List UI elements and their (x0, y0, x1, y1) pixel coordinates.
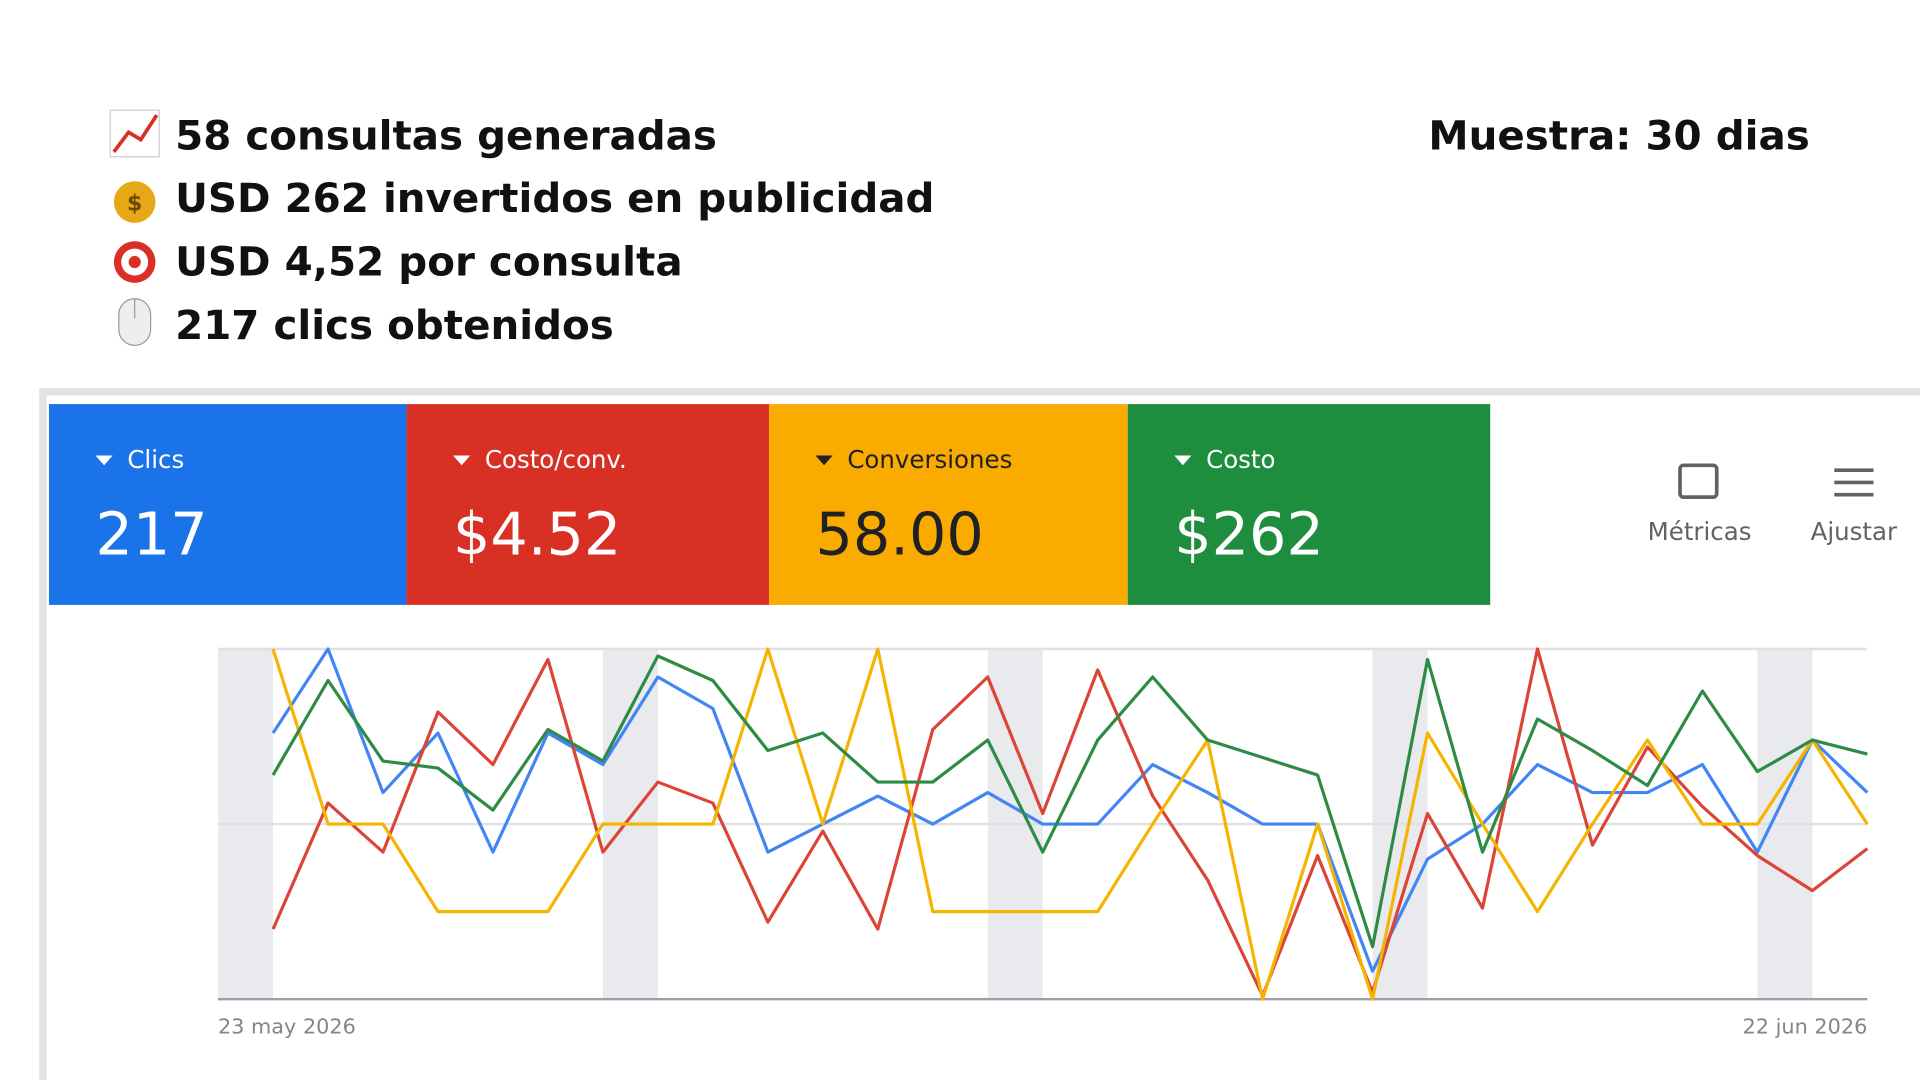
summary-line: 58 consultas generadas (175, 111, 717, 159)
legend-label: Conversiones (847, 445, 1012, 474)
metrics-button[interactable]: Métricas (1648, 517, 1752, 546)
adjust-button[interactable]: Ajustar (1811, 517, 1898, 546)
dropdown-arrow (1174, 455, 1192, 466)
legend-label: Costo (1206, 445, 1275, 474)
dropdown-arrow (815, 455, 833, 466)
scorecard-value: $262 (1174, 500, 1324, 569)
icon-target (113, 241, 156, 283)
toolbar-buttons: Métricas Ajustar (1648, 463, 1898, 546)
summary-line: USD 262 invertidos en publicidad (175, 174, 934, 222)
x-tick-label: 23 may 2026 (218, 1014, 356, 1038)
summary-line: 217 clics obtenidos (175, 301, 614, 349)
scorecard (1127, 404, 1491, 605)
scorecard-value: 58.00 (816, 500, 984, 569)
scorecard (768, 404, 1128, 605)
series-line (271, 647, 1869, 973)
sample: Muestra: 30 dias (1428, 111, 1809, 159)
series-line (271, 647, 1869, 998)
scorecard-value: 217 (96, 500, 208, 569)
scorecard (406, 404, 769, 605)
icon-money: $ (113, 181, 156, 223)
icon-mouse (118, 298, 152, 346)
scorecard (48, 404, 407, 605)
icon-chart (109, 109, 160, 158)
dropdown-arrow (95, 455, 113, 466)
legend-label: Clics (127, 445, 184, 474)
metrics-icon (1678, 463, 1719, 499)
scorecard-value: $4.52 (453, 500, 621, 569)
legend-label: Costo/conv. (485, 445, 627, 474)
series-line (271, 647, 1869, 1001)
dropdown-arrow (453, 455, 471, 466)
svg-text:$: $ (127, 192, 142, 217)
x-tick-label: 22 jun 2026 (1743, 1014, 1868, 1038)
series-line (271, 654, 1868, 949)
adjust-icon (1834, 468, 1874, 497)
summary-line: USD 4,52 por consulta (175, 238, 683, 286)
